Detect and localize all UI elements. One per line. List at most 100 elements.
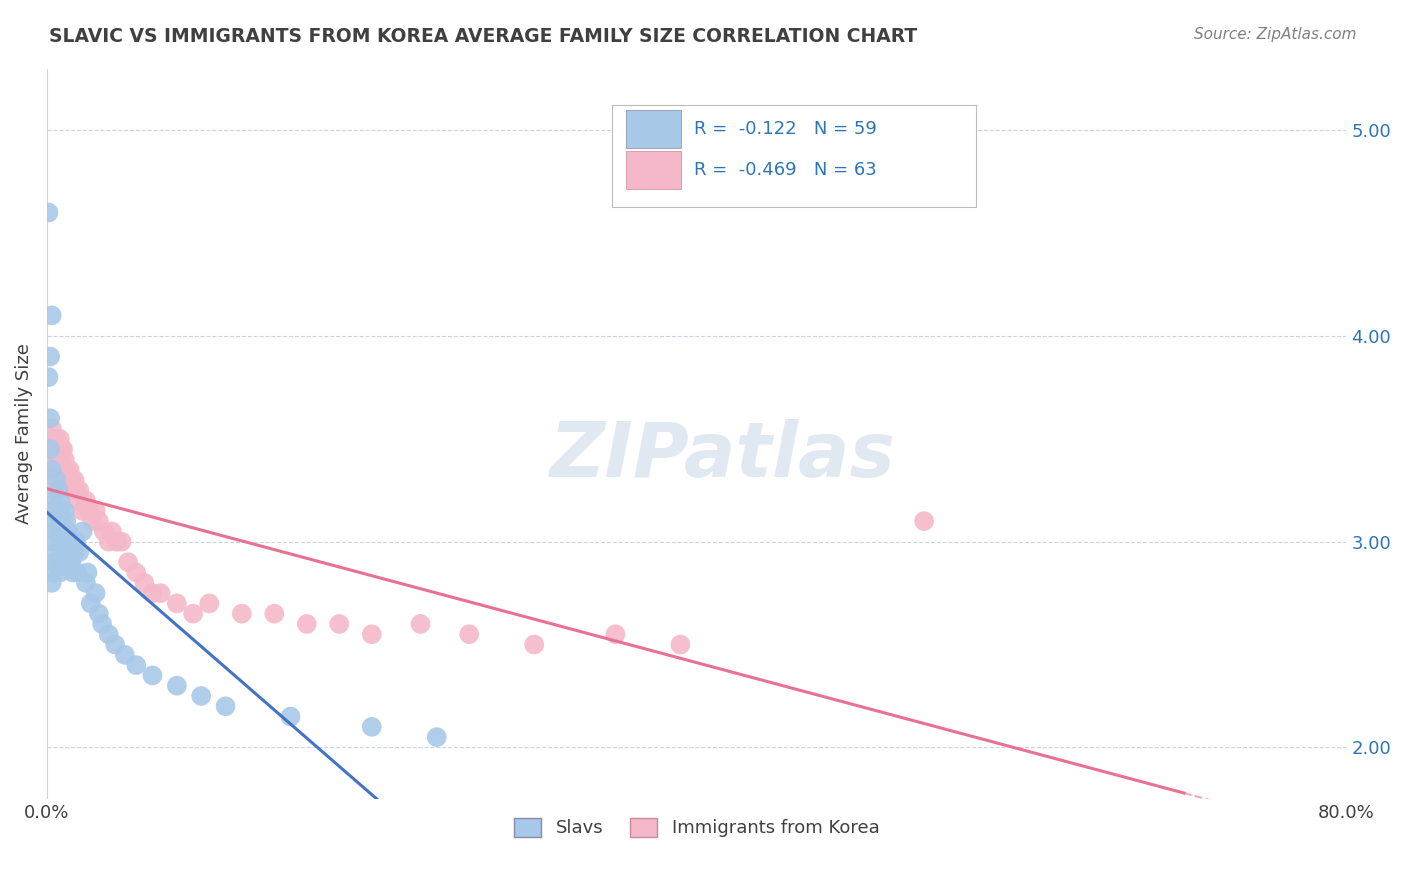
Point	[52, 555, 75, 569]
Point	[56, 555, 79, 569]
Point	[44, 483, 66, 498]
Point	[75, 493, 97, 508]
Point	[60, 555, 83, 569]
Point	[52, 524, 75, 539]
Text: ZIPatlas: ZIPatlas	[550, 418, 896, 492]
Point	[84, 586, 107, 600]
Point	[134, 575, 156, 590]
Point	[141, 668, 163, 682]
Point	[39, 411, 62, 425]
Point	[77, 504, 100, 518]
Point	[55, 545, 77, 559]
Point	[53, 452, 76, 467]
Point	[76, 566, 98, 580]
Point	[53, 534, 76, 549]
Point	[44, 524, 66, 539]
Point	[110, 534, 132, 549]
Point	[63, 473, 86, 487]
Point	[41, 575, 63, 590]
Point	[360, 627, 382, 641]
Point	[45, 545, 67, 559]
Point	[42, 473, 65, 487]
Point	[46, 524, 69, 539]
Point	[80, 596, 103, 610]
Point	[605, 627, 627, 641]
Point	[231, 607, 253, 621]
Point	[149, 586, 172, 600]
Point	[45, 452, 67, 467]
Point	[328, 617, 350, 632]
Point	[75, 575, 97, 590]
Point	[51, 534, 73, 549]
Point	[63, 545, 86, 559]
Point	[46, 452, 69, 467]
Point	[93, 524, 115, 539]
Point	[42, 534, 65, 549]
Point	[52, 442, 75, 456]
Point	[42, 432, 65, 446]
FancyBboxPatch shape	[627, 110, 681, 148]
Point	[44, 452, 66, 467]
Point	[46, 442, 69, 456]
Point	[51, 514, 73, 528]
Point	[84, 504, 107, 518]
Point	[38, 205, 60, 219]
Point	[51, 442, 73, 456]
Point	[45, 442, 67, 456]
Point	[67, 545, 90, 559]
Point	[41, 309, 63, 323]
Y-axis label: Average Family Size: Average Family Size	[15, 343, 32, 524]
Text: R =  -0.469   N = 63: R = -0.469 N = 63	[695, 161, 877, 179]
Point	[59, 534, 82, 549]
Point	[49, 504, 72, 518]
Point	[72, 524, 94, 539]
Point	[42, 493, 65, 508]
Point	[66, 566, 89, 580]
Point	[523, 638, 546, 652]
Point	[42, 566, 65, 580]
Point	[67, 483, 90, 498]
Point	[117, 555, 139, 569]
Point	[46, 555, 69, 569]
Point	[97, 534, 120, 549]
Point	[53, 504, 76, 518]
Point	[458, 627, 481, 641]
Point	[41, 442, 63, 456]
Point	[669, 638, 692, 652]
Point	[87, 607, 110, 621]
Point	[49, 452, 72, 467]
Point	[104, 638, 127, 652]
Point	[82, 514, 104, 528]
Point	[45, 473, 67, 487]
Legend: Slavs, Immigrants from Korea: Slavs, Immigrants from Korea	[506, 811, 887, 845]
Point	[42, 452, 65, 467]
Point	[49, 432, 72, 446]
Point	[56, 524, 79, 539]
Point	[46, 463, 69, 477]
Point	[39, 432, 62, 446]
Point	[60, 473, 83, 487]
Point	[45, 504, 67, 518]
Point	[190, 689, 212, 703]
Point	[55, 514, 77, 528]
Text: SLAVIC VS IMMIGRANTS FROM KOREA AVERAGE FAMILY SIZE CORRELATION CHART: SLAVIC VS IMMIGRANTS FROM KOREA AVERAGE …	[49, 27, 918, 45]
Point	[52, 463, 75, 477]
Point	[66, 493, 89, 508]
Point	[45, 432, 67, 446]
Point	[49, 493, 72, 508]
FancyBboxPatch shape	[627, 151, 681, 189]
Point	[114, 648, 136, 662]
Point	[44, 442, 66, 456]
Point	[409, 617, 432, 632]
Text: Source: ZipAtlas.com: Source: ZipAtlas.com	[1194, 27, 1357, 42]
Point	[49, 442, 72, 456]
Point	[912, 514, 935, 528]
Point	[72, 504, 94, 518]
Point	[65, 534, 87, 549]
Point	[105, 534, 128, 549]
Point	[214, 699, 236, 714]
Point	[426, 730, 449, 744]
Point	[41, 463, 63, 477]
Text: R =  -0.122   N = 59: R = -0.122 N = 59	[695, 120, 877, 138]
Point	[97, 627, 120, 641]
